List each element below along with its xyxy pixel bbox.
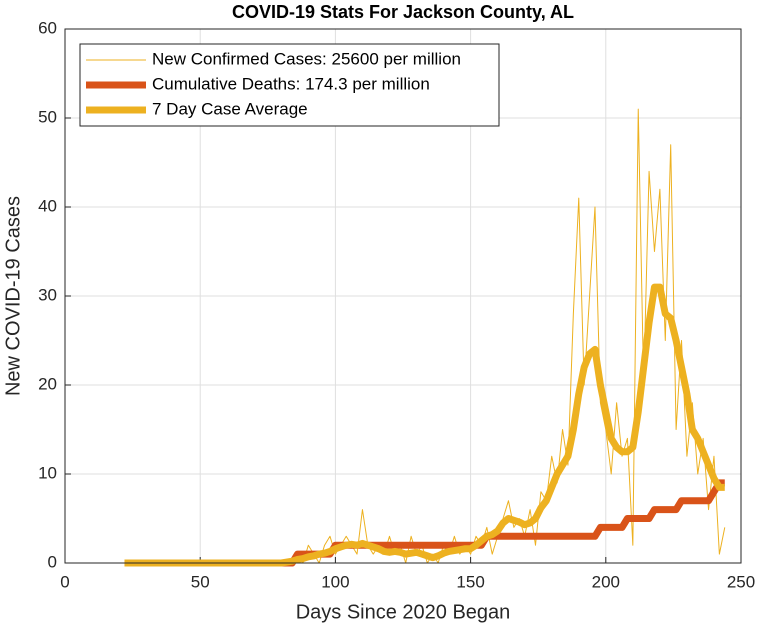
- y-axis-label: New COVID-19 Cases: [2, 196, 24, 396]
- y-tick-label: 60: [38, 18, 57, 37]
- legend-label: Cumulative Deaths: 174.3 per million: [152, 74, 430, 93]
- legend-label: 7 Day Case Average: [152, 99, 308, 118]
- legend-label: New Confirmed Cases: 25600 per million: [152, 49, 461, 68]
- x-tick-label: 150: [456, 572, 484, 591]
- x-tick-label: 100: [321, 572, 349, 591]
- chart-title: COVID-19 Stats For Jackson County, AL: [232, 2, 574, 22]
- legend-box: [79, 43, 500, 127]
- x-tick-label: 50: [191, 572, 210, 591]
- x-axis-label: Days Since 2020 Began: [296, 601, 511, 623]
- x-tick-label: 250: [727, 572, 755, 591]
- axes-box: [64, 28, 742, 564]
- y-tick-label: 10: [38, 463, 57, 482]
- x-tick-label: 200: [592, 572, 620, 591]
- x-tick-label: 0: [60, 572, 69, 591]
- y-tick-label: 50: [38, 107, 57, 126]
- y-tick-label: 0: [48, 552, 57, 571]
- y-tick-label: 40: [38, 196, 57, 215]
- y-tick-label: 30: [38, 285, 57, 304]
- y-tick-label: 20: [38, 374, 57, 393]
